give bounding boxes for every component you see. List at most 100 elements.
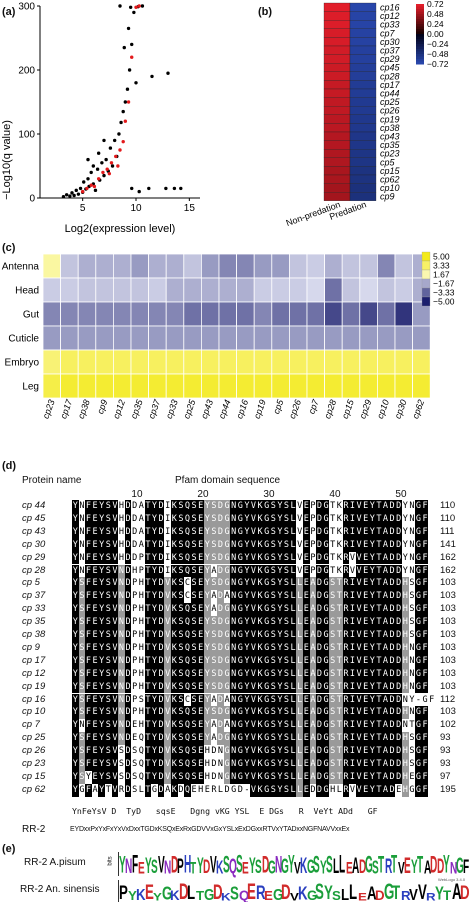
heat-cell: [306, 253, 326, 279]
residue: D: [316, 680, 323, 694]
residue: Y: [204, 654, 211, 668]
residue: K: [171, 641, 178, 655]
residue: S: [329, 706, 336, 720]
heat-cell: [77, 325, 97, 351]
residue: D: [217, 551, 224, 565]
residue: N: [118, 667, 125, 681]
residue: A: [382, 680, 389, 694]
legend-swatch: [416, 31, 424, 35]
residue: K: [256, 616, 264, 629]
logo-letter: T: [417, 850, 424, 878]
residue: H: [197, 783, 204, 797]
residue: E: [91, 512, 99, 526]
scatter-point-black: [140, 4, 145, 8]
logo-letter: P: [177, 853, 185, 878]
residue: I: [349, 525, 356, 539]
residue: S: [105, 564, 112, 578]
residue: Y: [369, 616, 376, 629]
residue: Y: [204, 719, 211, 733]
residue: A: [382, 564, 389, 578]
logo-letter: S: [326, 850, 334, 878]
residue: G: [237, 629, 244, 642]
residue: S: [283, 577, 290, 591]
logo-letter: Y: [119, 850, 126, 878]
residue: T: [375, 719, 383, 733]
heat-cell: [253, 325, 273, 351]
residue: S: [177, 551, 185, 565]
logo-letter: A: [423, 856, 431, 878]
residue: S: [78, 577, 86, 591]
residue: E: [91, 667, 99, 681]
heat-cell: [349, 192, 377, 201]
residue: D: [124, 770, 132, 784]
residue: E: [197, 719, 204, 733]
residue: D: [316, 667, 323, 681]
residue: P: [138, 564, 145, 578]
residue: N: [408, 538, 416, 552]
residue: N: [78, 538, 86, 552]
logo-letter: K: [300, 852, 308, 878]
logo-letter: G: [272, 885, 283, 902]
logo-letter: L: [349, 880, 358, 902]
residue: Y: [72, 770, 79, 784]
residue: D: [388, 551, 396, 565]
residue: L: [296, 719, 303, 733]
residue: E: [91, 629, 99, 642]
residue: Y: [151, 770, 158, 784]
scatter-point-black: [72, 193, 76, 198]
heat-cell: [271, 301, 290, 327]
residue: D: [388, 564, 396, 578]
residue: L: [296, 629, 303, 642]
scatter-point-red: [121, 139, 125, 144]
residue: A: [309, 719, 317, 733]
residue: H: [402, 654, 409, 668]
row-label: cp10: [380, 183, 400, 193]
residue: E: [197, 770, 204, 784]
residue: D: [217, 667, 224, 681]
residue: E: [131, 719, 138, 733]
legend-swatch: [416, 51, 424, 55]
logo-letter: S: [313, 850, 321, 878]
residue: I: [349, 732, 356, 746]
residue: Y: [276, 758, 284, 771]
heat-cell: [394, 301, 414, 327]
residue: S: [210, 512, 218, 526]
residue: Y: [243, 512, 251, 526]
residue: Q: [184, 732, 191, 746]
residue: Y: [72, 745, 79, 758]
residue: G: [415, 590, 422, 604]
residue: D: [210, 758, 218, 771]
residue: Y: [243, 629, 251, 642]
residue: D: [316, 654, 323, 668]
residue: G: [237, 770, 244, 784]
protein-name: cp 45: [22, 512, 46, 524]
residue: A: [309, 603, 317, 617]
logo-letter: S: [229, 882, 239, 902]
residue: S: [105, 616, 112, 629]
residue: S: [270, 603, 277, 617]
residue: G: [415, 629, 422, 642]
residue: D: [124, 680, 132, 694]
residue: H: [402, 629, 409, 642]
residue: Y: [204, 525, 211, 539]
panel-a-ylabel: −Log10(q value): [1, 120, 13, 200]
residue: D: [124, 706, 132, 720]
residue: N: [230, 641, 237, 655]
residue: E: [91, 577, 99, 591]
residue: S: [190, 654, 198, 668]
residue: S: [105, 590, 112, 604]
residue: I: [349, 758, 356, 771]
residue: F: [421, 654, 429, 668]
residue: G: [322, 564, 330, 578]
residue: F: [85, 706, 92, 720]
legend-swatch: [416, 19, 424, 22]
residue: D: [217, 706, 224, 720]
residue: R: [342, 693, 350, 707]
logo-letter: T: [195, 888, 204, 902]
column-label: cp15: [340, 397, 356, 420]
residue: I: [349, 641, 356, 655]
residue: D: [217, 616, 224, 629]
residue: Y: [402, 564, 409, 578]
residue: L: [289, 525, 297, 539]
residue: N: [230, 500, 237, 513]
